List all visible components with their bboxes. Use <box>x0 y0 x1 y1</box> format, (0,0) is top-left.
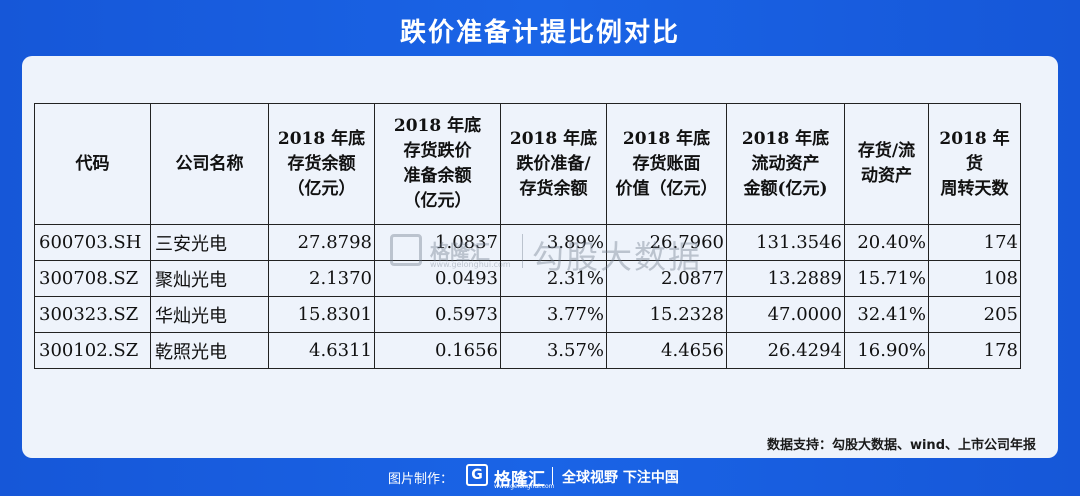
company-name-cell: 乾照光电 <box>150 332 269 369</box>
value-cell: 2.1370 <box>268 260 375 297</box>
page-title: 跌价准备计提比例对比 <box>399 18 680 48</box>
footer: 图片制作： G 格隆汇 www.gelonghui.com 全球视野 下注中国 <box>0 462 1080 490</box>
value-cell: 15.71% <box>844 260 929 297</box>
footer-divider <box>552 467 553 485</box>
company-name-cell: 聚灿光电 <box>150 260 269 297</box>
value-cell: 27.8798 <box>268 224 375 261</box>
stock-code-cell: 300708.SZ <box>34 260 151 297</box>
value-cell: 20.40% <box>844 224 929 261</box>
value-cell: 178 <box>928 332 1021 369</box>
value-cell: 1.0837 <box>374 224 501 261</box>
table-row: 600703.SH 三安光电 27.8798 1.0837 3.89% 26.7… <box>34 224 1021 261</box>
value-cell: 4.4656 <box>606 332 727 369</box>
company-name-cell: 华灿光电 <box>150 296 269 333</box>
table-row: 300102.SZ 乾照光电 4.6311 0.1656 3.57% 4.465… <box>34 332 1021 369</box>
header-cell: 2018 年底 存货余额 （亿元） <box>268 103 375 225</box>
value-cell: 26.7960 <box>606 224 727 261</box>
value-cell: 15.8301 <box>268 296 375 333</box>
footer-logo-icon: G <box>466 464 488 486</box>
value-cell: 2.31% <box>500 260 607 297</box>
table-row: 300708.SZ 聚灿光电 2.1370 0.0493 2.31% 2.087… <box>34 260 1021 297</box>
value-cell: 0.0493 <box>374 260 501 297</box>
header-cell: 代码 <box>34 103 151 225</box>
value-cell: 108 <box>928 260 1021 297</box>
table-header-row: 代码 公司名称 2018 年底 存货余额 （亿元） 2018 年底 存货跌价 准… <box>34 103 1021 225</box>
header-cell: 2018 年货 周转天数 <box>928 103 1021 225</box>
value-cell: 3.89% <box>500 224 607 261</box>
header-cell: 2018 年底 存货跌价 准备余额 （亿元） <box>374 103 501 225</box>
stock-code-cell: 600703.SH <box>34 224 151 261</box>
stock-code-cell: 300102.SZ <box>34 332 151 369</box>
value-cell: 3.77% <box>500 296 607 333</box>
header-cell: 公司名称 <box>150 103 269 225</box>
value-cell: 174 <box>928 224 1021 261</box>
value-cell: 0.5973 <box>374 296 501 333</box>
value-cell: 15.2328 <box>606 296 727 333</box>
value-cell: 2.0877 <box>606 260 727 297</box>
header-cell: 2018 年底 跌价准备/ 存货余额 <box>500 103 607 225</box>
comparison-table: 代码 公司名称 2018 年底 存货余额 （亿元） 2018 年底 存货跌价 准… <box>34 103 1021 369</box>
value-cell: 32.41% <box>844 296 929 333</box>
footer-brand: 格隆汇 <box>494 470 545 490</box>
value-cell: 16.90% <box>844 332 929 369</box>
value-cell: 3.57% <box>500 332 607 369</box>
header-cell: 存货/流 动资产 <box>844 103 929 225</box>
value-cell: 13.2889 <box>726 260 845 297</box>
stock-code-cell: 300323.SZ <box>34 296 151 333</box>
value-cell: 47.0000 <box>726 296 845 333</box>
header-cell: 2018 年底 流动资产 金额(亿元) <box>726 103 845 225</box>
value-cell: 4.6311 <box>268 332 375 369</box>
footer-url: www.gelonghui.com <box>494 483 555 490</box>
content-card: 代码 公司名称 2018 年底 存货余额 （亿元） 2018 年底 存货跌价 准… <box>22 56 1058 458</box>
value-cell: 0.1656 <box>374 332 501 369</box>
value-cell: 26.4294 <box>726 332 845 369</box>
header-cell: 2018 年底 存货账面 价值（亿元） <box>606 103 727 225</box>
footer-label: 图片制作： <box>388 472 454 487</box>
company-name-cell: 三安光电 <box>150 224 269 261</box>
table-row: 300323.SZ 华灿光电 15.8301 0.5973 3.77% 15.2… <box>34 296 1021 333</box>
value-cell: 131.3546 <box>726 224 845 261</box>
footer-slogan: 全球视野 下注中国 <box>562 470 679 486</box>
value-cell: 205 <box>928 296 1021 333</box>
data-source-note: 数据支持：勾股大数据、wind、上市公司年报 <box>766 438 1036 453</box>
